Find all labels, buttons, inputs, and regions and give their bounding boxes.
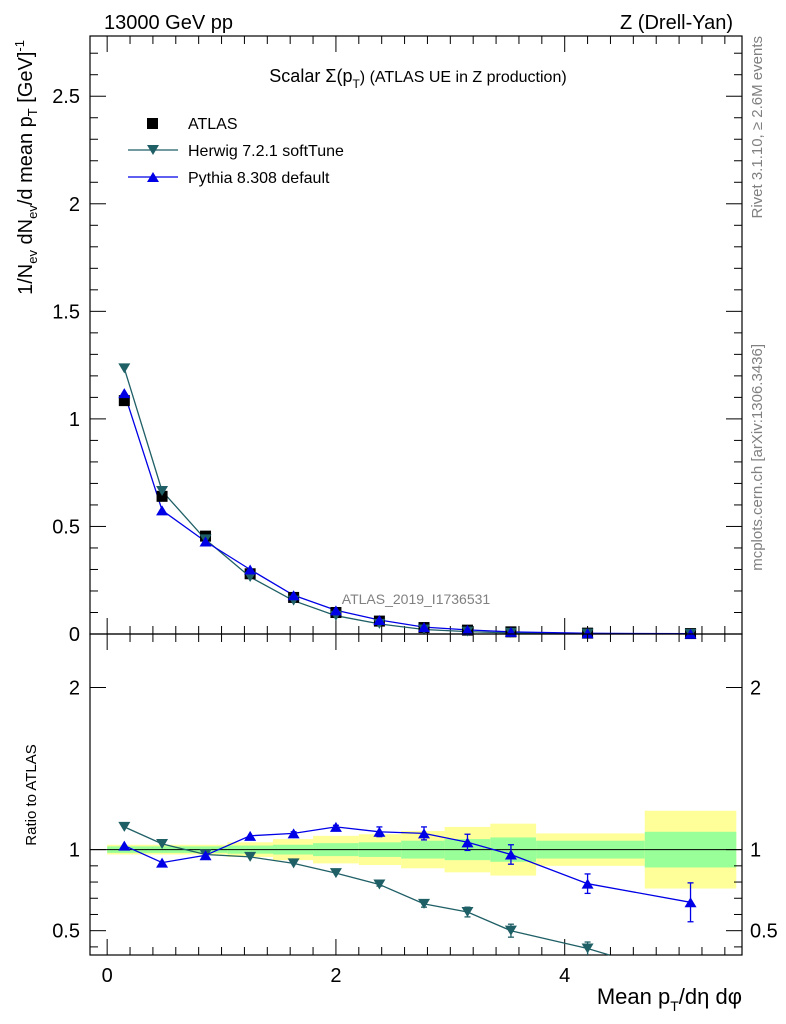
legend-label-atlas: ATLAS — [188, 116, 238, 133]
data-point-herwig — [287, 858, 300, 869]
y-tick-label: 0 — [69, 624, 80, 646]
x-axis-label: Mean pT/dη dφ — [597, 984, 742, 1014]
data-point-pythia — [581, 878, 594, 889]
data-point-pythia — [684, 897, 697, 908]
chart-title: Scalar Σ(pT) (ATLAS UE in Z production) — [269, 66, 566, 91]
mcplots-label: mcplots.cern.ch [arXiv:1306.3436] — [749, 344, 766, 571]
data-point-herwig — [461, 907, 474, 918]
data-point-pythia — [373, 615, 386, 626]
y-tick-label: 1.5 — [52, 301, 80, 323]
process-label: Z (Drell-Yan) — [620, 12, 733, 34]
data-point-pythia — [504, 849, 517, 860]
chart-title-main: Scalar Σ(p — [269, 66, 352, 86]
data-point-herwig — [244, 571, 257, 582]
data-point-herwig — [118, 363, 131, 374]
ratio-panel: 0 2 4 0.5 0.5 1 1 2 2 — [52, 633, 778, 987]
y-tick-label: 2.5 — [52, 86, 80, 108]
chart-title-sub: T — [352, 77, 360, 91]
legend-marker-herwig — [147, 145, 159, 155]
data-point-pythia — [418, 828, 431, 839]
legend: ATLAS Herwig 7.2.1 softTune Pythia 8.308… — [128, 116, 344, 187]
ratio-y-tick-label-right: 2 — [750, 678, 761, 700]
data-point-herwig — [581, 943, 594, 954]
data-point-pythia — [287, 590, 300, 601]
data-point-pythia — [199, 850, 212, 861]
data-point-pythia — [373, 826, 386, 837]
data-point-pythia — [287, 828, 300, 839]
data-point-pythia — [461, 624, 474, 635]
series-line-herwig — [123, 368, 691, 635]
ratio-y-tick-label-right: 1 — [750, 840, 761, 862]
legend-label-pythia: Pythia 8.308 default — [188, 170, 330, 187]
rivet-label: Rivet 3.1.10, ≥ 2.6M events — [749, 36, 766, 219]
legend-marker-atlas — [147, 118, 158, 129]
data-point-pythia — [199, 536, 212, 547]
data-point-pythia — [118, 840, 131, 851]
data-point-pythia — [244, 564, 257, 575]
data-point-pythia — [418, 622, 431, 633]
legend-label-herwig: Herwig 7.2.1 softTune — [188, 143, 344, 160]
analysis-tag: ATLAS_2019_I1736531 — [342, 591, 491, 607]
data-point-pythia — [581, 628, 594, 639]
data-point-herwig — [156, 485, 169, 496]
data-point-pythia — [461, 837, 474, 848]
y-tick-label: 2 — [69, 194, 80, 216]
data-point-pythia — [329, 821, 342, 832]
series-line-pythia — [123, 392, 691, 635]
ratio-line-pythia — [124, 826, 691, 903]
ratio-frame — [89, 633, 743, 956]
data-point-pythia — [244, 830, 257, 841]
x-tick-label: 4 — [559, 965, 570, 987]
ratio-y-tick-label: 1 — [69, 840, 80, 862]
y-tick-label: 0.5 — [52, 516, 80, 538]
legend-marker-pythia — [147, 172, 159, 182]
chart-title-rest: ) (ATLAS UE in Z production) — [360, 69, 567, 86]
data-point-herwig — [373, 879, 386, 890]
data-point-pythia — [329, 605, 342, 616]
data-point-pythia — [156, 857, 169, 868]
ratio-y-tick-label-right: 0.5 — [750, 921, 778, 943]
ratio-line-herwig — [124, 826, 610, 956]
data-point-herwig — [118, 821, 131, 832]
ratio-y-axis-label: Ratio to ATLAS — [23, 744, 40, 845]
energy-label: 13000 GeV pp — [104, 12, 233, 34]
y-tick-label: 1 — [69, 409, 80, 431]
y-axis-label: 1/Nev dNev/d mean pT [GeV]-1 — [12, 40, 40, 295]
data-point-atlas — [156, 490, 168, 502]
data-point-herwig — [156, 838, 169, 849]
data-point-herwig — [418, 898, 431, 909]
data-point-pythia — [118, 388, 131, 399]
ratio-y-tick-label: 2 — [69, 678, 80, 700]
data-point-pythia — [156, 505, 169, 516]
data-point-herwig — [329, 868, 342, 879]
ratio-y-tick-label: 0.5 — [52, 921, 80, 943]
x-tick-label: 0 — [102, 965, 113, 987]
data-point-atlas — [118, 395, 130, 407]
data-point-herwig — [244, 851, 257, 862]
x-tick-label: 2 — [330, 965, 341, 987]
data-point-herwig — [504, 925, 517, 936]
